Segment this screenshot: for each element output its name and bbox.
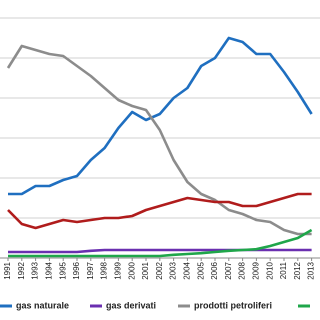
x-tick-label: 1998 (100, 261, 109, 279)
x-tick-label: 1993 (31, 261, 40, 279)
series-line (6, 44, 312, 236)
series-line (8, 36, 313, 196)
x-tick-label: 2005 (196, 261, 205, 279)
x-tick-label: 1999 (114, 261, 123, 279)
series-line (8, 248, 312, 254)
x-tick-label: 2000 (127, 261, 136, 279)
x-tick-label: 1991 (3, 261, 12, 279)
x-tick-label: 1996 (72, 261, 81, 279)
x-tick-label: 2010 (265, 261, 274, 279)
legend-label: gas naturale (16, 300, 69, 310)
series-line (7, 192, 312, 230)
x-tick-label: 2013 (307, 261, 316, 279)
x-tick-label: 1994 (45, 261, 54, 279)
legend-label: gas derivati (106, 300, 156, 310)
legend-label: prodotti petroliferi (194, 300, 272, 310)
x-tick-label: 2007 (224, 261, 233, 279)
x-tick-label: 2004 (183, 261, 192, 279)
x-tick-label: 2009 (252, 261, 261, 279)
x-tick-label: 1997 (86, 261, 95, 279)
x-tick-label: 2008 (238, 261, 247, 279)
x-tick-label: 1995 (58, 261, 67, 279)
x-tick-label: 2001 (141, 261, 150, 279)
x-tick-label: 2011 (279, 261, 288, 279)
x-tick-label: 2012 (293, 261, 302, 279)
series-line (8, 228, 313, 258)
x-tick-label: 2003 (169, 261, 178, 279)
x-tick-label: 2006 (210, 261, 219, 279)
x-tick-label: 2002 (155, 261, 164, 279)
x-tick-label: 1992 (17, 261, 26, 279)
